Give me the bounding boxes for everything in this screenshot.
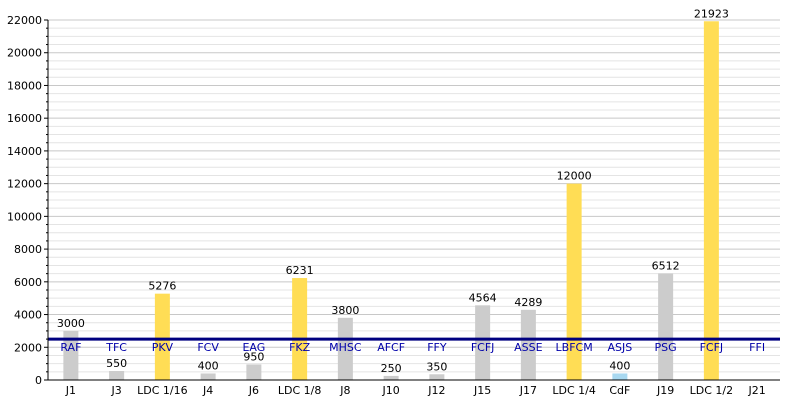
- y-tick-label: 4000: [14, 309, 42, 322]
- team-label: PSG: [655, 341, 677, 354]
- bar: [200, 373, 216, 380]
- value-label: 21923: [694, 7, 729, 20]
- team-label: TFC: [105, 341, 127, 354]
- value-label: 5276: [148, 280, 176, 293]
- bar: [566, 183, 582, 380]
- y-tick-label: 0: [35, 374, 42, 387]
- value-label: 12000: [557, 170, 592, 183]
- value-label: 400: [609, 359, 630, 372]
- team-label: FFY: [427, 341, 447, 354]
- team-label: FFI: [749, 341, 765, 354]
- team-label: PKV: [152, 341, 174, 354]
- bar: [246, 364, 262, 380]
- y-tick-label: 18000: [7, 79, 42, 92]
- labels: 0 2000 4000 6000 8000 10000 12000 14000 16000 180…: [7, 7, 766, 397]
- bar: [292, 278, 308, 380]
- bar: [337, 317, 353, 380]
- value-label: 4289: [514, 296, 542, 309]
- value-label: 4564: [469, 291, 497, 304]
- grid: [48, 19, 780, 381]
- category-label: LDC 1/8: [278, 384, 321, 397]
- value-label: 350: [426, 360, 447, 373]
- axes: [44, 19, 780, 381]
- y-tick-label: 14000: [7, 145, 42, 158]
- y-tick-label: 20000: [7, 47, 42, 60]
- value-label: 3000: [57, 317, 85, 330]
- bar: [703, 21, 719, 380]
- y-tick-label: 8000: [14, 243, 42, 256]
- bar: [475, 305, 491, 380]
- team-label: FCV: [197, 341, 219, 354]
- team-label: ASSE: [514, 341, 542, 354]
- category-label: J1: [65, 384, 76, 397]
- team-label: EAG: [242, 341, 265, 354]
- y-tick-label: 6000: [14, 276, 42, 289]
- bars: [63, 21, 719, 380]
- bar: [429, 374, 445, 380]
- category-label: J8: [339, 384, 350, 397]
- value-label: 950: [243, 350, 264, 363]
- value-label: 6512: [652, 259, 680, 272]
- category-label: J3: [111, 384, 122, 397]
- value-label: 6231: [286, 264, 314, 277]
- team-label: FCFJ: [471, 341, 495, 354]
- bar: [109, 371, 125, 380]
- value-label: 250: [381, 362, 402, 375]
- y-tick-label: 2000: [14, 341, 42, 354]
- value-label: 550: [106, 357, 127, 370]
- category-label: CdF: [609, 384, 630, 397]
- team-label: FCFJ: [700, 341, 724, 354]
- category-label: J19: [656, 384, 674, 397]
- bar: [520, 309, 536, 380]
- category-label: LDC 1/16: [137, 384, 187, 397]
- y-tick-label: 12000: [7, 178, 42, 191]
- team-label: MHSC: [329, 341, 362, 354]
- bar: [658, 273, 674, 380]
- bar: [383, 375, 399, 380]
- team-label: ASJS: [608, 341, 633, 354]
- category-label: J15: [473, 384, 491, 397]
- bar: [63, 330, 79, 380]
- team-label: RAF: [60, 341, 81, 354]
- category-label: J4: [202, 384, 213, 397]
- category-label: J6: [248, 384, 259, 397]
- category-label: J12: [427, 384, 445, 397]
- category-label: LDC 1/4: [552, 384, 595, 397]
- y-tick-label: 16000: [7, 112, 42, 125]
- team-label: LBFCM: [556, 341, 593, 354]
- team-label: AFCF: [377, 341, 405, 354]
- value-label: 400: [198, 359, 219, 372]
- y-tick-label: 22000: [7, 14, 42, 27]
- category-label: LDC 1/2: [690, 384, 733, 397]
- category-label: J21: [748, 384, 766, 397]
- value-label: 3800: [331, 304, 359, 317]
- y-tick-label: 10000: [7, 210, 42, 223]
- bar: [154, 293, 170, 380]
- category-label: J10: [382, 384, 400, 397]
- category-label: J17: [519, 384, 537, 397]
- team-label: FKZ: [289, 341, 311, 354]
- bar: [612, 373, 628, 380]
